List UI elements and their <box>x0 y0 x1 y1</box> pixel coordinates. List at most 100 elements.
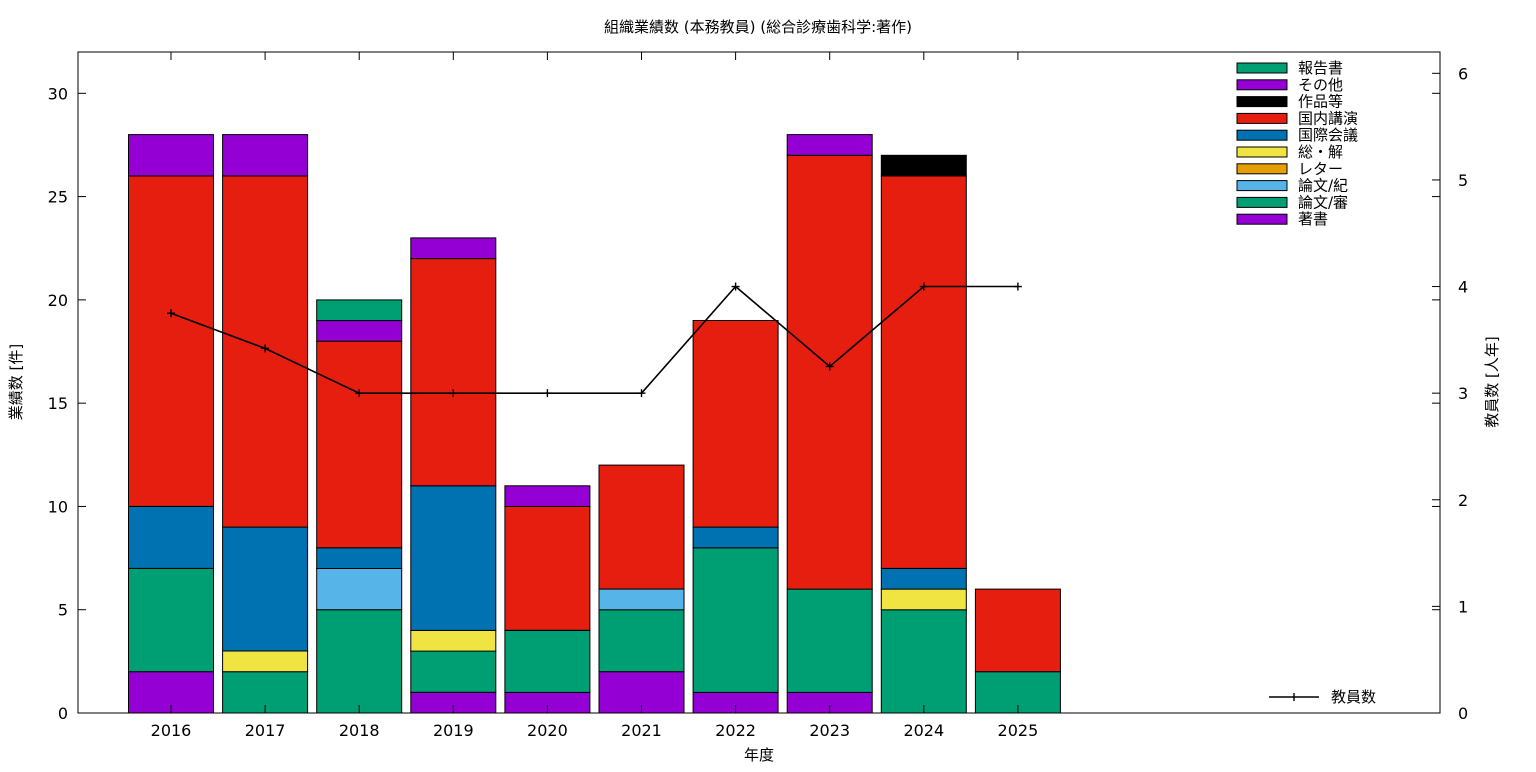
legend-item-8: 論文/審 <box>1236 193 1348 211</box>
legend-swatch <box>1236 196 1288 208</box>
y2-tick-label-3: 3 <box>1458 384 1468 403</box>
legend-label: 総・解 <box>1298 143 1343 161</box>
bar-2018-series-8 <box>316 320 403 342</box>
legend-item-0: 報告書 <box>1236 59 1343 77</box>
line-legend-label: 教員数 <box>1331 688 1376 706</box>
legend-item-9: 著書 <box>1236 210 1328 228</box>
left-y-axis: 0 5 10 15 20 25 30 <box>48 84 1440 723</box>
legend-label: レター <box>1298 160 1343 178</box>
bar-2017-series-4 <box>222 650 309 673</box>
legend-swatch <box>1236 129 1288 141</box>
legend-swatch <box>1236 146 1288 158</box>
y-tick-label-0: 0 <box>58 704 68 723</box>
bar-2021-series-2 <box>598 588 685 611</box>
bar-2018-series-6 <box>316 340 403 549</box>
bar-2022-series-1 <box>692 547 779 693</box>
bar-2020-series-8 <box>504 485 591 507</box>
legend-label: その他 <box>1298 76 1343 94</box>
x-tick-label-2016: 2016 <box>151 721 192 740</box>
y-tick-label-30: 30 <box>48 84 68 103</box>
legend-swatch <box>1236 213 1288 225</box>
bar-2024-series-7 <box>880 154 967 177</box>
legend-item-6: レター <box>1236 160 1343 178</box>
y2-tick-label-5: 5 <box>1458 171 1468 190</box>
bar-2021-series-6 <box>598 464 685 590</box>
bar-2024-series-6 <box>880 175 967 569</box>
y2-tick-label-6: 6 <box>1458 64 1468 83</box>
y-tick-label-25: 25 <box>48 188 68 207</box>
chart-title: 組織業績数 (本務教員) (総合診療歯科学:著作) <box>604 18 912 36</box>
bar-2023-series-8 <box>786 134 873 156</box>
bar-2018-series-5 <box>316 547 403 569</box>
legend-swatch <box>1236 96 1288 108</box>
y-tick-label-20: 20 <box>48 291 68 310</box>
x-tick-label-2024: 2024 <box>903 721 944 740</box>
line-point-2021 <box>637 389 646 398</box>
bar-2017-series-5 <box>222 526 309 652</box>
bar-2016-series-8 <box>128 134 214 177</box>
legend-label: 論文/審 <box>1298 193 1348 211</box>
x-tick-label-2019: 2019 <box>433 721 474 740</box>
bar-2019-series-5 <box>410 485 497 631</box>
x-tick-label-2018: 2018 <box>339 721 380 740</box>
bar-2025-series-6 <box>974 588 1061 673</box>
legend-label: 国内講演 <box>1298 109 1358 127</box>
bar-2018-series-9 <box>316 299 403 322</box>
line-point-2020 <box>543 389 552 398</box>
bar-2022-series-5 <box>692 526 779 549</box>
bar-2024-series-4 <box>880 588 967 611</box>
x-tick-label-2023: 2023 <box>809 721 850 740</box>
line-point-2016 <box>167 309 175 318</box>
line-point-2024 <box>919 282 928 291</box>
bar-2023-series-6 <box>786 154 873 590</box>
legend-item-2: 作品等 <box>1236 93 1343 111</box>
bar-2020-series-6 <box>504 505 591 631</box>
bar-2016-series-5 <box>128 505 214 569</box>
line-point-2025 <box>1013 282 1022 291</box>
bar-2018-series-2 <box>316 567 403 611</box>
bars-layer <box>128 134 1061 714</box>
y2-tick-label-0: 0 <box>1458 704 1468 723</box>
bar-2024-series-5 <box>880 567 967 590</box>
legend-swatch <box>1236 79 1288 91</box>
y2-tick-label-2: 2 <box>1458 491 1468 510</box>
bar-2017-series-8 <box>222 134 309 177</box>
x-tick-label-2025: 2025 <box>998 721 1039 740</box>
legend-swatch <box>1236 62 1288 74</box>
legend-label: 著書 <box>1298 210 1328 228</box>
line-legend: 教員数 <box>1269 688 1376 706</box>
legend-label: 論文/紀 <box>1298 177 1348 195</box>
legend-item-1: その他 <box>1236 76 1343 94</box>
legend-item-4: 国際会議 <box>1236 126 1358 144</box>
legend-item-3: 国内講演 <box>1236 109 1358 127</box>
line-layer <box>167 282 1022 398</box>
legend-swatch <box>1236 180 1288 192</box>
legend-item-7: 論文/紀 <box>1236 177 1348 195</box>
legend-swatch <box>1236 112 1288 124</box>
y-tick-label-5: 5 <box>58 601 68 620</box>
bar-2018-series-1 <box>316 609 403 714</box>
y2-axis-title: 教員数 [人年] <box>1483 336 1501 427</box>
y-tick-label-10: 10 <box>48 497 68 516</box>
bar-2022-series-6 <box>692 320 779 528</box>
line-teacher-count <box>170 285 1018 395</box>
line-point-2018 <box>355 389 364 398</box>
line-point-2019 <box>449 389 458 398</box>
legend-label: 報告書 <box>1298 59 1343 77</box>
x-tick-label-2020: 2020 <box>527 721 568 740</box>
bar-2019-series-6 <box>410 258 497 487</box>
x-tick-label-2017: 2017 <box>245 721 286 740</box>
bar-2016-series-6 <box>128 175 214 507</box>
line-point-2022 <box>731 282 740 291</box>
plot-frame <box>77 51 1441 714</box>
y-axis-title: 業績数 [件] <box>7 344 25 420</box>
bar-2019-series-1 <box>410 650 497 693</box>
right-y-axis: 0 1 2 3 4 5 6 <box>1432 64 1468 723</box>
line-point-2017 <box>261 344 270 353</box>
legend-item-5: 総・解 <box>1236 143 1343 161</box>
x-axis: 2016 2017 2018 2019 2020 2021 2022 2023 2024 2025 <box>151 52 1039 740</box>
y2-tick-label-1: 1 <box>1458 597 1468 616</box>
